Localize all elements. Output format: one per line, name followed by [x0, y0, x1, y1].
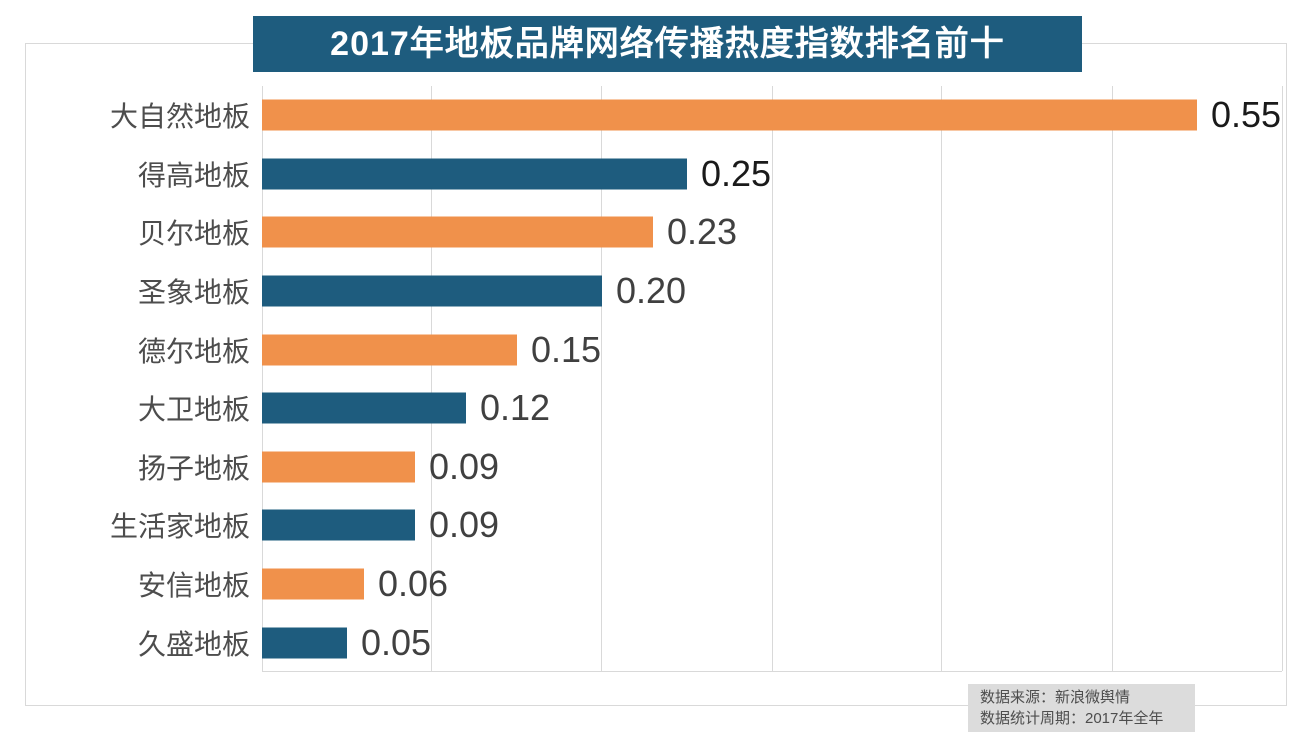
bar	[262, 158, 687, 190]
category-label: 贝尔地板	[137, 218, 250, 250]
bar	[262, 275, 602, 307]
category-label: 久盛地板	[137, 628, 250, 660]
value-label: 0.05	[360, 621, 432, 663]
gridline	[771, 86, 773, 671]
gridline	[941, 86, 943, 671]
gridline	[1111, 86, 1113, 671]
plot-area: 大自然地板 0.55 得高地板 0.25 贝尔地板 0.23 圣象地板 0.20 德尔地板 0.1…	[110, 86, 1283, 672]
gridline	[1281, 86, 1283, 671]
category-label: 圣象地板	[137, 277, 250, 309]
value-label: 0.15	[531, 328, 602, 370]
bar	[262, 568, 364, 600]
chart-title: 2017年地板品牌网络传播热度指数排名前十	[253, 16, 1082, 72]
bar-row: 得高地板 0.25	[138, 145, 1282, 204]
value-label: 0.09	[429, 445, 500, 487]
category-label: 扬子地板	[137, 452, 250, 484]
chart-frame	[25, 43, 1287, 706]
category-label: 安信地板	[137, 570, 250, 602]
gridline	[261, 86, 263, 671]
bar-row: 扬子地板 0.09	[138, 438, 1282, 497]
value-label: 0.12	[480, 387, 551, 429]
category-label: 大自然地板	[109, 101, 250, 133]
bar	[262, 509, 415, 541]
bar-row: 安信地板 0.06	[138, 555, 1282, 614]
value-label: 0.55	[1210, 94, 1282, 136]
bar	[262, 451, 415, 483]
category-label: 大卫地板	[137, 394, 250, 426]
bar-row: 大卫地板 0.12	[138, 379, 1282, 438]
value-label: 0.06	[378, 563, 449, 605]
bar-row: 久盛地板 0.05	[138, 613, 1282, 672]
bar	[262, 392, 466, 424]
bar-row: 贝尔地板 0.23	[138, 203, 1282, 262]
period-note-line: 数据统计周期：2017年全年	[980, 710, 1164, 727]
bar-row: 生活家地板 0.09	[110, 496, 1282, 555]
value-label: 0.09	[429, 504, 500, 546]
gridline	[601, 86, 603, 671]
bar-row: 大自然地板 0.55	[110, 86, 1282, 145]
value-label: 0.23	[667, 211, 738, 253]
bar	[262, 99, 1197, 131]
gridline	[431, 86, 433, 671]
value-label: 0.25	[701, 152, 772, 194]
bar	[262, 216, 653, 248]
value-label: 0.20	[615, 270, 687, 312]
bar	[262, 334, 517, 366]
bar	[262, 627, 347, 659]
bar-row: 圣象地板 0.20	[138, 262, 1282, 321]
category-label: 德尔地板	[137, 335, 250, 367]
source-note-line: 数据来源：新浪微舆情	[980, 689, 1131, 706]
source-note-box: 数据来源：新浪微舆情 数据统计周期：2017年全年	[968, 684, 1195, 732]
category-label: 生活家地板	[109, 511, 250, 543]
bar-row: 德尔地板 0.15	[138, 320, 1282, 379]
category-label: 得高地板	[137, 159, 250, 191]
